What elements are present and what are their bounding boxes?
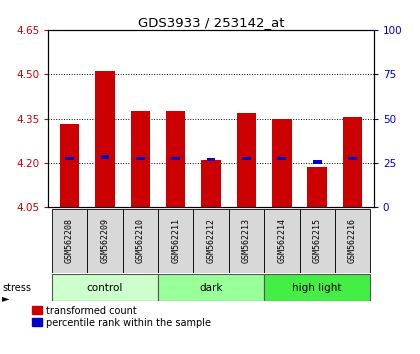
Text: GSM562211: GSM562211 xyxy=(171,218,180,263)
Bar xyxy=(136,157,144,160)
Bar xyxy=(123,209,158,273)
Text: control: control xyxy=(87,282,123,293)
Text: GSM562212: GSM562212 xyxy=(207,218,215,263)
Text: dark: dark xyxy=(200,282,223,293)
Bar xyxy=(348,157,357,160)
Bar xyxy=(158,209,193,273)
Bar xyxy=(52,274,158,301)
Bar xyxy=(313,160,322,164)
Bar xyxy=(95,72,115,207)
Bar xyxy=(52,209,87,273)
Text: ►: ► xyxy=(2,293,10,303)
Bar xyxy=(343,117,362,207)
Bar xyxy=(131,111,150,207)
Text: high light: high light xyxy=(292,282,342,293)
Bar xyxy=(264,209,299,273)
Text: GSM562214: GSM562214 xyxy=(277,218,286,263)
Bar xyxy=(237,113,256,207)
Bar xyxy=(65,157,74,160)
Bar xyxy=(207,158,215,161)
Legend: transformed count, percentile rank within the sample: transformed count, percentile rank withi… xyxy=(32,306,211,328)
Bar xyxy=(299,209,335,273)
Bar xyxy=(158,274,264,301)
Bar xyxy=(87,209,123,273)
Bar xyxy=(264,274,370,301)
Text: GSM562209: GSM562209 xyxy=(100,218,109,263)
Bar xyxy=(335,209,370,273)
Text: GSM562213: GSM562213 xyxy=(242,218,251,263)
Bar xyxy=(242,157,251,160)
Bar xyxy=(307,167,327,207)
Text: stress: stress xyxy=(2,282,31,293)
Text: GSM562208: GSM562208 xyxy=(65,218,74,263)
Bar xyxy=(166,111,185,207)
Bar xyxy=(100,155,109,159)
Title: GDS3933 / 253142_at: GDS3933 / 253142_at xyxy=(138,16,284,29)
Bar xyxy=(272,119,291,207)
Text: GSM562216: GSM562216 xyxy=(348,218,357,263)
Bar xyxy=(229,209,264,273)
Bar xyxy=(278,157,286,160)
Bar xyxy=(60,125,79,207)
Text: GSM562215: GSM562215 xyxy=(313,218,322,263)
Bar xyxy=(193,209,229,273)
Bar xyxy=(201,160,221,207)
Text: GSM562210: GSM562210 xyxy=(136,218,145,263)
Bar xyxy=(171,157,180,160)
